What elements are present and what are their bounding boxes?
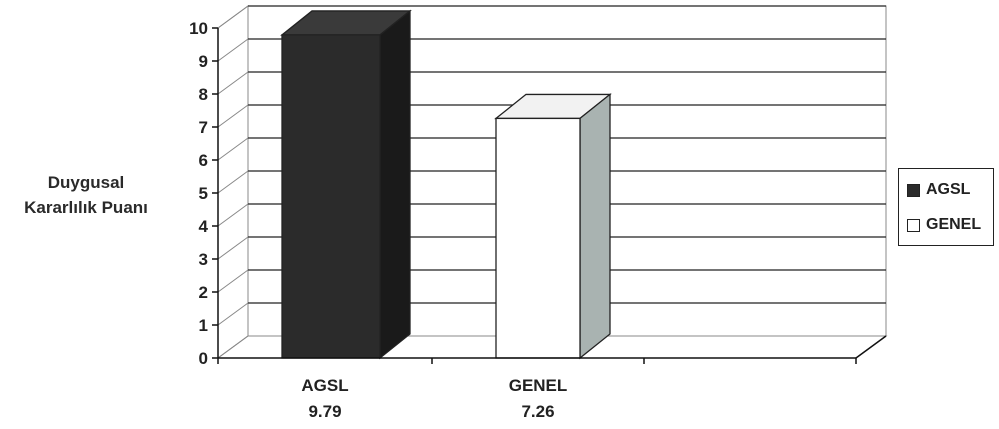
x-tick-label: AGSL bbox=[301, 376, 348, 395]
y-tick-label: 7 bbox=[199, 118, 208, 137]
gridline-diagonal bbox=[217, 170, 249, 194]
bar-side-agsl bbox=[379, 9, 411, 360]
gridline-diagonal bbox=[217, 335, 249, 359]
legend-item-agsl: AGSL bbox=[907, 181, 970, 199]
y-tick-label: 5 bbox=[199, 184, 208, 203]
y-tick-label: 6 bbox=[199, 151, 208, 170]
gridline-diagonal bbox=[217, 203, 249, 227]
x-tick-label: GENEL bbox=[509, 376, 568, 395]
legend-item-genel: GENEL bbox=[907, 216, 981, 234]
data-label: 7.26 bbox=[521, 402, 554, 421]
y-tick-label: 2 bbox=[199, 283, 208, 302]
y-tick-label: 1 bbox=[199, 316, 208, 335]
legend: AGSL GENEL bbox=[898, 168, 994, 246]
legend-label-agsl: AGSL bbox=[926, 181, 971, 198]
y-tick-label: 3 bbox=[199, 250, 208, 269]
legend-label-genel: GENEL bbox=[926, 216, 982, 233]
data-label: 9.79 bbox=[308, 402, 341, 421]
y-tick-label: 4 bbox=[199, 217, 209, 236]
x-axis-end bbox=[855, 335, 887, 359]
legend-swatch-genel bbox=[907, 218, 920, 232]
bar-agsl bbox=[281, 34, 381, 359]
gridline-diagonal bbox=[217, 137, 249, 161]
bar-side-genel bbox=[579, 93, 611, 360]
gridline-diagonal bbox=[217, 269, 249, 293]
gridline-diagonal bbox=[217, 5, 249, 29]
gridline-diagonal bbox=[217, 71, 249, 95]
y-axis-title-line-2: Kararlılık Puanı bbox=[24, 198, 148, 217]
y-tick-label: 9 bbox=[199, 52, 208, 71]
y-tick-label: 10 bbox=[189, 19, 208, 38]
legend-swatch-agsl bbox=[907, 183, 920, 197]
y-tick-label: 8 bbox=[199, 85, 208, 104]
bar-genel bbox=[495, 117, 581, 359]
gridline-diagonal bbox=[217, 104, 249, 128]
gridline-diagonal bbox=[217, 236, 249, 260]
y-tick-label: 0 bbox=[199, 349, 208, 368]
gridline-diagonal bbox=[217, 38, 249, 62]
y-axis-title: Duygusal Kararlılık Puanı bbox=[2, 170, 170, 220]
gridline-diagonal bbox=[217, 302, 249, 326]
y-axis-title-line-1: Duygusal bbox=[47, 173, 125, 192]
